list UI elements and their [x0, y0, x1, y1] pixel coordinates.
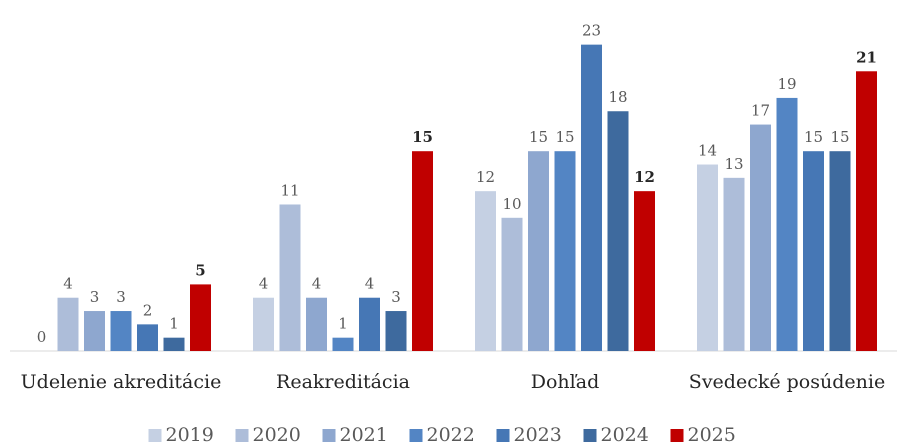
legend-swatch	[148, 429, 162, 442]
bar	[306, 297, 327, 351]
data-label: 4	[365, 275, 375, 293]
bar	[829, 151, 851, 351]
legend-swatch	[496, 429, 510, 442]
legend-label: 2019	[166, 424, 214, 442]
data-label: 14	[698, 142, 717, 160]
data-label: 4	[312, 275, 322, 293]
data-label: 19	[777, 75, 796, 93]
bar	[697, 164, 718, 351]
bar	[412, 151, 433, 351]
data-label: 3	[90, 288, 100, 306]
x-tick-label: Svedecké posúdenie	[689, 371, 885, 393]
data-label: 2	[143, 301, 153, 319]
data-label: 17	[751, 102, 770, 120]
data-label: 15	[830, 128, 849, 146]
legend-label: 2020	[253, 424, 301, 442]
legend-swatch	[583, 429, 597, 442]
legend-label: 2023	[514, 424, 562, 442]
data-label: 21	[856, 48, 877, 66]
bar	[475, 191, 496, 351]
bar	[501, 217, 523, 351]
bar	[634, 191, 655, 351]
bar	[279, 204, 301, 351]
data-label: 4	[259, 275, 269, 293]
data-label: 18	[608, 88, 627, 106]
x-tick-label: Dohľad	[531, 371, 599, 393]
data-label: 11	[280, 181, 299, 199]
x-tick-label: Reakreditácia	[276, 371, 410, 393]
x-tick-label: Udelenie akreditácie	[21, 371, 222, 393]
legend-label: 2024	[601, 424, 649, 442]
bar	[750, 124, 771, 351]
legend-swatch	[235, 429, 249, 442]
data-label: 3	[116, 288, 126, 306]
bar	[163, 337, 185, 351]
bar	[856, 71, 877, 351]
legend-label: 2022	[427, 424, 475, 442]
bar	[581, 44, 602, 351]
data-label: 23	[582, 22, 601, 40]
bar	[84, 311, 105, 351]
data-label: 3	[391, 288, 401, 306]
legend-label: 2025	[688, 424, 736, 442]
legend-swatch	[670, 429, 684, 442]
data-label: 1	[338, 315, 348, 333]
legend-swatch	[409, 429, 423, 442]
bar	[528, 151, 549, 351]
data-label: 15	[412, 128, 433, 146]
bar	[723, 177, 745, 351]
data-label: 10	[502, 195, 521, 213]
bar	[803, 151, 824, 351]
bar	[57, 297, 79, 351]
bar	[385, 311, 407, 351]
bar	[332, 337, 354, 351]
bar	[190, 284, 211, 351]
data-label: 13	[724, 155, 743, 173]
bar	[137, 324, 158, 351]
legend-swatch	[322, 429, 336, 442]
bar	[607, 111, 629, 352]
data-label: 12	[476, 168, 495, 186]
data-label: 5	[195, 261, 205, 279]
data-label: 15	[804, 128, 823, 146]
bar	[359, 297, 380, 351]
data-label: 15	[529, 128, 548, 146]
bar	[253, 297, 274, 351]
bar	[776, 97, 798, 351]
bar	[554, 151, 576, 351]
data-label: 4	[63, 275, 73, 293]
data-label: 1	[169, 315, 179, 333]
data-label: 12	[634, 168, 655, 186]
data-label: 15	[555, 128, 574, 146]
legend-label: 2021	[340, 424, 388, 442]
data-label: 0	[37, 328, 47, 346]
bar	[110, 311, 132, 351]
